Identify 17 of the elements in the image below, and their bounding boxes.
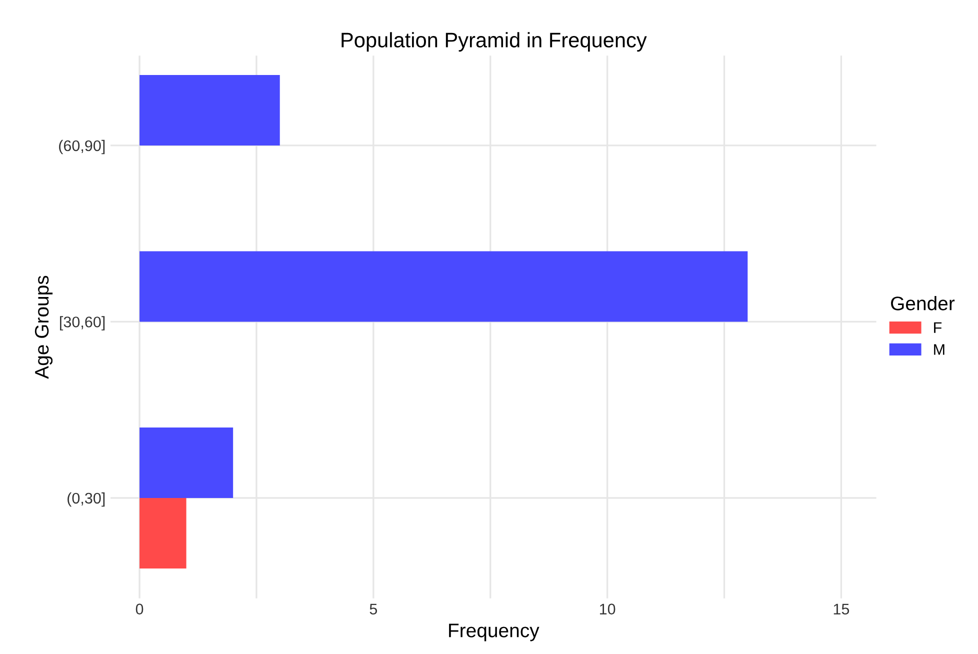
bar	[140, 74, 280, 146]
chart-title: Population Pyramid in Frequency	[342, 32, 647, 52]
x-tick-label: 10	[600, 604, 616, 614]
x-tick-label: 5	[370, 604, 378, 614]
bar	[140, 251, 748, 322]
legend-label: F	[934, 322, 942, 333]
bar	[140, 498, 186, 568]
x-axis-title: Frequency	[449, 624, 540, 642]
y-tick-label: [30,60]	[60, 316, 105, 330]
x-tick-label: 15	[834, 604, 850, 614]
y-tick-label: (0,30]	[68, 492, 105, 507]
bar	[140, 427, 234, 498]
legend-title: Gender	[891, 296, 955, 310]
y-axis-title: Age Groups	[34, 276, 53, 379]
y-tick-label: (60,90]	[59, 140, 105, 154]
x-tick-label: 0	[136, 604, 144, 614]
legend-label: M	[934, 344, 944, 355]
